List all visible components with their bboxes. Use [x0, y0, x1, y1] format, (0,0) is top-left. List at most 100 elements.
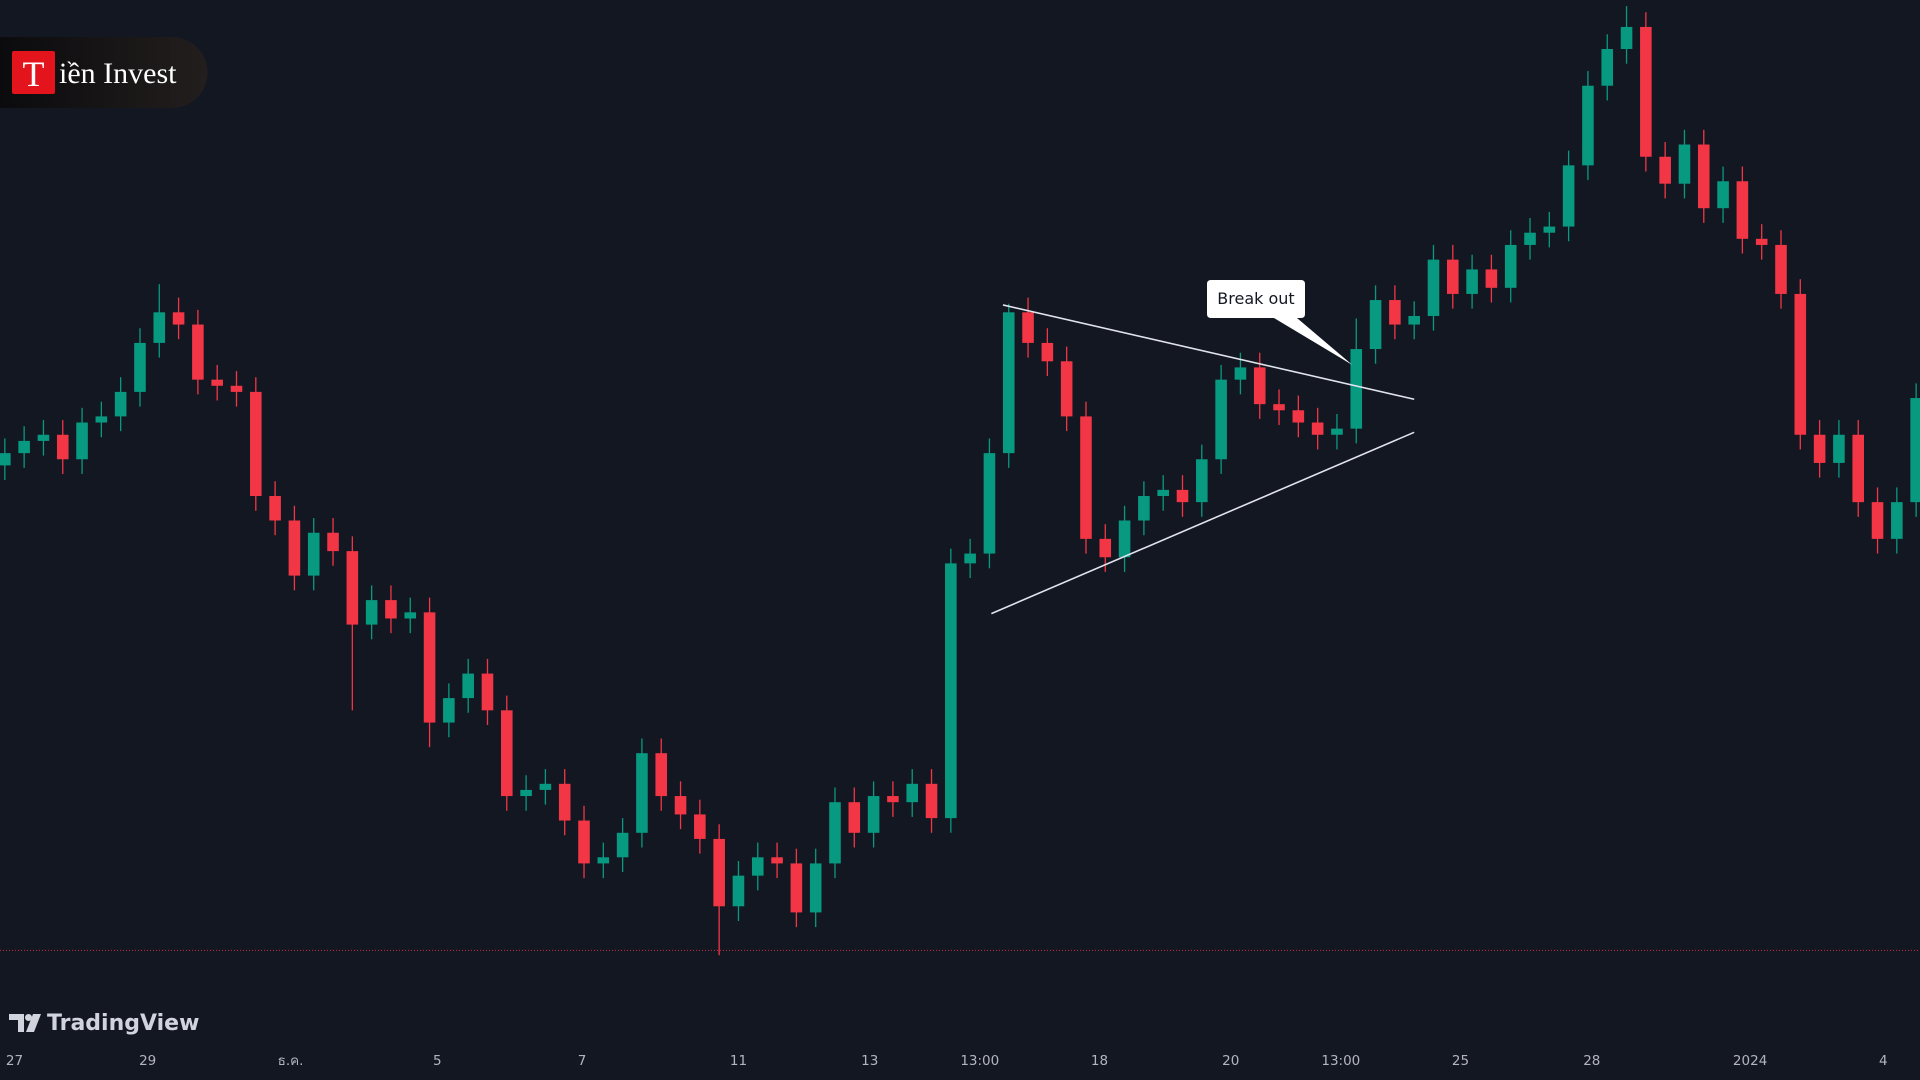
candle-body	[713, 838, 725, 907]
candle-body	[134, 342, 146, 392]
candle-body	[346, 551, 359, 625]
candle-body	[1852, 434, 1865, 503]
candle-body	[790, 863, 803, 913]
x-tick-label: 7	[578, 1053, 587, 1069]
candle-body	[1775, 244, 1787, 294]
candle-body	[1427, 259, 1440, 316]
candle-body	[1080, 416, 1092, 539]
watermark-icon	[25, 1014, 32, 1021]
candle-body	[1833, 434, 1845, 463]
candle-body	[945, 563, 957, 819]
candle-body	[1697, 144, 1710, 209]
logo-letter: T	[23, 54, 45, 94]
x-tick-label: 5	[433, 1053, 442, 1069]
candle-body	[1234, 367, 1247, 380]
candle-body	[539, 783, 552, 790]
candle-body	[1466, 269, 1478, 294]
candle-body	[1446, 259, 1459, 294]
candle-body	[732, 875, 745, 907]
candle-body	[1620, 26, 1633, 49]
candle-body	[597, 857, 610, 864]
candle-body	[1138, 496, 1150, 521]
candle-body	[848, 802, 861, 833]
x-tick-label: 2024	[1733, 1053, 1767, 1069]
candle-body	[1736, 181, 1749, 239]
candle-body	[288, 520, 301, 576]
trendline	[991, 431, 1415, 615]
logo-text: iền Invest	[59, 57, 177, 90]
candle-body	[1813, 434, 1826, 463]
candle-body	[423, 612, 436, 723]
candle-body	[1582, 85, 1594, 166]
candle-body	[1350, 349, 1363, 429]
candle-body	[655, 753, 668, 797]
candle-body	[172, 312, 185, 325]
candle-body	[983, 453, 996, 554]
x-tick-label: 29	[139, 1053, 156, 1069]
candle-body	[481, 673, 494, 711]
x-tick-label: 18	[1091, 1053, 1108, 1069]
candle-body	[636, 753, 648, 833]
candle-body	[404, 612, 417, 619]
candle-body	[327, 532, 339, 552]
candle-body	[443, 698, 455, 723]
candle-body	[1311, 422, 1324, 435]
candle-body	[1910, 398, 1920, 503]
candle-body	[1562, 165, 1575, 227]
candle-body	[1543, 226, 1556, 233]
candle-body	[95, 416, 108, 423]
candle-body	[1041, 342, 1054, 362]
x-tick-label: 20	[1222, 1053, 1239, 1069]
candle-body	[1331, 428, 1343, 435]
candle-body	[1022, 312, 1034, 343]
candle-body	[307, 532, 320, 576]
x-tick-label: 25	[1452, 1053, 1469, 1069]
x-tick-label: 13	[861, 1053, 878, 1069]
candle-body	[616, 832, 629, 858]
candle-body	[385, 600, 397, 619]
candle-body	[1292, 410, 1305, 423]
candle-body	[771, 857, 783, 864]
candle-body	[906, 783, 919, 803]
candle-body	[192, 324, 204, 380]
candle-body	[1504, 244, 1517, 288]
candle-body	[211, 379, 223, 386]
watermark-icon	[26, 1014, 41, 1032]
candle-body	[1408, 315, 1420, 325]
candle-body	[1755, 238, 1768, 245]
candle-body	[1794, 293, 1807, 435]
watermark-text: TradingView	[47, 1011, 199, 1036]
candle-body	[829, 802, 841, 864]
trendline	[1002, 304, 1415, 401]
candle-body	[250, 391, 262, 497]
candle-body	[1485, 269, 1498, 288]
logo: T iền Invest	[0, 37, 208, 108]
candle-body	[674, 796, 687, 815]
candle-body	[462, 673, 474, 699]
candle-body	[1273, 404, 1285, 411]
candle-body	[925, 783, 938, 819]
candle-body	[751, 857, 764, 876]
candle-body	[1118, 520, 1131, 558]
candle-body	[1369, 300, 1382, 350]
candle-body	[867, 796, 880, 833]
annotation-callout	[1207, 280, 1353, 365]
x-tick-label: 4	[1879, 1053, 1888, 1069]
annotation-text: Break out	[1217, 289, 1294, 308]
candle-body	[230, 385, 243, 392]
candle-body	[1002, 312, 1015, 454]
x-tick-label: ธ.ค.	[278, 1053, 304, 1069]
candle-body	[76, 422, 88, 460]
watermark-icon	[9, 1014, 24, 1032]
candle-body	[500, 710, 513, 797]
candle-body	[1196, 459, 1208, 503]
candle-body	[1176, 489, 1189, 503]
candle-body	[1640, 26, 1652, 157]
candle-body	[578, 820, 590, 864]
candle-body	[365, 600, 378, 625]
candle-body	[37, 434, 50, 441]
candle-body	[56, 434, 69, 460]
candle-body	[1253, 367, 1266, 405]
